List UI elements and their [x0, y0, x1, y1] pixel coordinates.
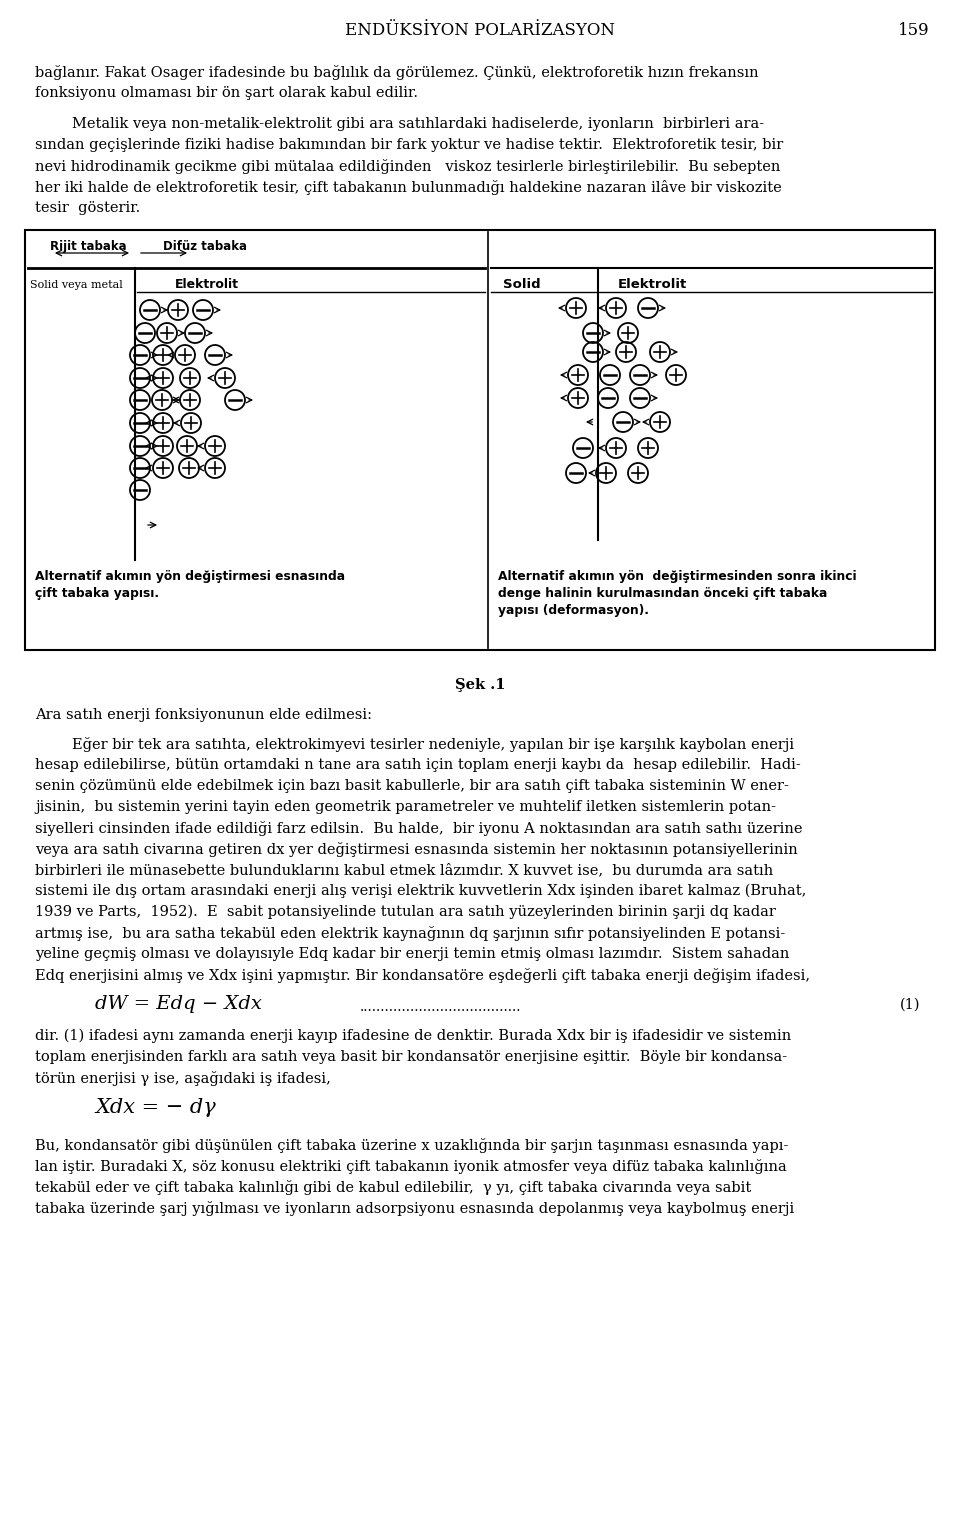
Text: veya ara satıh civarına getiren dx yer değiştirmesi esnasında sistemin her nokta: veya ara satıh civarına getiren dx yer d…: [35, 841, 798, 857]
Text: yapısı (deformasyon).: yapısı (deformasyon).: [498, 605, 649, 617]
Text: lan iştir. Buradaki X, söz konusu elektriki çift tabakanın iyonik atmosfer veya : lan iştir. Buradaki X, söz konusu elektr…: [35, 1159, 787, 1174]
Text: (1): (1): [900, 999, 920, 1012]
Text: Ara satıh enerji fonksiyonunun elde edilmesi:: Ara satıh enerji fonksiyonunun elde edil…: [35, 709, 372, 722]
Text: jisinin,  bu sistemin yerini tayin eden geometrik parametreler ve muhtelif iletk: jisinin, bu sistemin yerini tayin eden g…: [35, 800, 776, 814]
Text: birbirleri ile münasebette bulunduklarını kabul etmek lâzımdır. X kuvvet ise,  b: birbirleri ile münasebette bulundukların…: [35, 863, 773, 876]
Text: 159: 159: [899, 21, 930, 40]
Text: tesir  gösterir.: tesir gösterir.: [35, 202, 140, 215]
Bar: [25, 231, 935, 651]
Text: Solid: Solid: [503, 278, 540, 292]
Text: Metalik veya non-metalik-elektrolit gibi ara satıhlardaki hadiselerde, iyonların: Metalik veya non-metalik-elektrolit gibi…: [35, 118, 764, 131]
Text: denge halinin kurulmasından önceki çift tabaka: denge halinin kurulmasından önceki çift …: [498, 586, 828, 600]
Text: siyelleri cinsinden ifade edildiği farz edilsin.  Bu halde,  bir iyonu A noktası: siyelleri cinsinden ifade edildiği farz …: [35, 822, 803, 835]
Text: fonksiyonu olmaması bir ön şart olarak kabul edilir.: fonksiyonu olmaması bir ön şart olarak k…: [35, 86, 418, 99]
Text: Xdx = − dγ: Xdx = − dγ: [95, 1098, 216, 1116]
Text: Eğer bir tek ara satıhta, elektrokimyevi tesirler nedeniyle, yapılan bir işe kar: Eğer bir tek ara satıhta, elektrokimyevi…: [35, 738, 794, 751]
Text: sistemi ile dış ortam arasındaki enerji alış verişi elektrik kuvvetlerin Xdx işi: sistemi ile dış ortam arasındaki enerji …: [35, 884, 806, 898]
Text: yeline geçmiş olması ve dolayısıyle Edq kadar bir enerji temin etmiş olması lazı: yeline geçmiş olması ve dolayısıyle Edq …: [35, 947, 789, 960]
Text: Rijit tabaka: Rijit tabaka: [50, 240, 127, 253]
Text: bağlanır. Fakat Osager ifadesinde bu bağlılık da görülemez. Çünkü, elektroforeti: bağlanır. Fakat Osager ifadesinde bu bağ…: [35, 66, 758, 79]
Text: senin çözümünü elde edebilmek için bazı basit kabullerle, bir ara satıh çift tab: senin çözümünü elde edebilmek için bazı …: [35, 779, 789, 793]
Text: Alternatif akımın yön  değiştirmesinden sonra ikinci: Alternatif akımın yön değiştirmesinden s…: [498, 570, 856, 583]
Text: Elektrolit: Elektrolit: [175, 278, 239, 292]
Text: ......................................: ......................................: [360, 1000, 521, 1014]
Text: hesap edilebilirse, bütün ortamdaki n tane ara satıh için toplam enerji kaybı da: hesap edilebilirse, bütün ortamdaki n ta…: [35, 757, 801, 773]
Text: Edq enerjisini almış ve Xdx işini yapmıştır. Bir kondansatöre eşdeğerli çift tab: Edq enerjisini almış ve Xdx işini yapmış…: [35, 968, 810, 983]
Text: ENDÜKSİYON POLARİZASYON: ENDÜKSİYON POLARİZASYON: [345, 21, 615, 40]
Text: Bu, kondansatör gibi düşünülen çift tabaka üzerine x uzaklığında bir şarjın taşı: Bu, kondansatör gibi düşünülen çift taba…: [35, 1138, 788, 1153]
Text: tabaka üzerinde şarj yığılması ve iyonların adsorpsiyonu esnasında depolanmış ve: tabaka üzerinde şarj yığılması ve iyonla…: [35, 1202, 794, 1215]
Text: Şek .1: Şek .1: [455, 678, 505, 692]
Text: dW = Edq − Xdx: dW = Edq − Xdx: [95, 996, 262, 1012]
Text: dir. (1) ifadesi aynı zamanda enerji kayıp ifadesine de denktir. Burada Xdx bir : dir. (1) ifadesi aynı zamanda enerji kay…: [35, 1029, 791, 1043]
Text: Solid veya metal: Solid veya metal: [30, 279, 123, 290]
Text: çift tabaka yapısı.: çift tabaka yapısı.: [35, 586, 159, 600]
Text: sından geçişlerinde fiziki hadise bakımından bir fark yoktur ve hadise tektir.  : sından geçişlerinde fiziki hadise bakımı…: [35, 137, 783, 153]
Text: 1939 ve Parts,  1952).  E  sabit potansiyelinde tutulan ara satıh yüzeylerinden : 1939 ve Parts, 1952). E sabit potansiyel…: [35, 906, 776, 919]
Text: törün enerjisi γ ise, aşağıdaki iş ifadesi,: törün enerjisi γ ise, aşağıdaki iş ifade…: [35, 1070, 331, 1086]
Text: Alternatif akımın yön değiştirmesi esnasında: Alternatif akımın yön değiştirmesi esnas…: [35, 570, 346, 583]
Text: Difüz tabaka: Difüz tabaka: [163, 240, 247, 253]
Text: Elektrolit: Elektrolit: [618, 278, 687, 292]
Text: tekabül eder ve çift tabaka kalınlığı gibi de kabul edilebilir,  γ yı, çift taba: tekabül eder ve çift tabaka kalınlığı gi…: [35, 1180, 752, 1196]
Text: artmış ise,  bu ara satha tekabül eden elektrik kaynağının dq şarjının sıfır pot: artmış ise, bu ara satha tekabül eden el…: [35, 925, 785, 941]
Text: toplam enerjisinden farklı ara satıh veya basit bir kondansatör enerjisine eşitt: toplam enerjisinden farklı ara satıh vey…: [35, 1051, 787, 1064]
Text: her iki halde de elektroforetik tesir, çift tabakanın bulunmadığı haldekine naza: her iki halde de elektroforetik tesir, ç…: [35, 180, 781, 195]
Text: nevi hidrodinamik gecikme gibi mütalaa edildiğinden   viskoz tesirlerle birleşti: nevi hidrodinamik gecikme gibi mütalaa e…: [35, 159, 780, 174]
